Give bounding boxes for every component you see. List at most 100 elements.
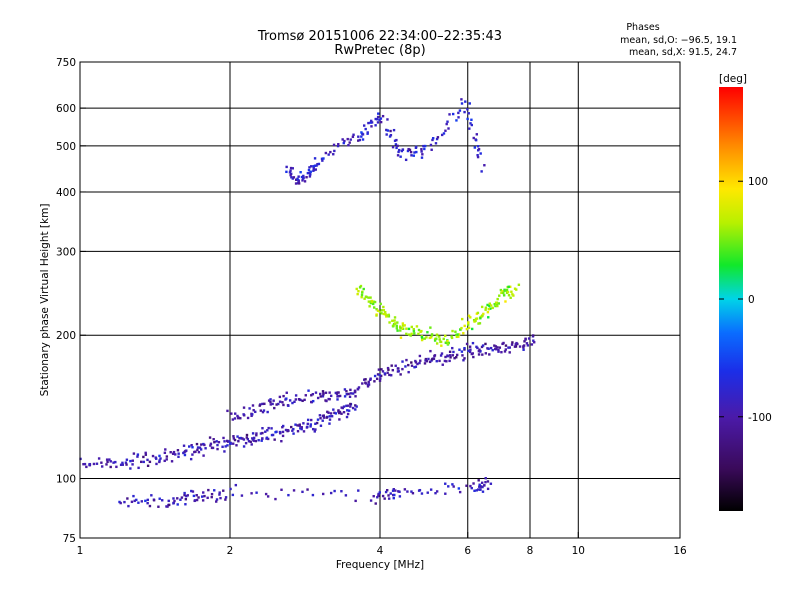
data-point	[503, 289, 506, 292]
data-point	[289, 166, 293, 170]
data-point	[393, 139, 397, 142]
data-point	[329, 491, 333, 495]
data-point	[412, 154, 415, 157]
data-point	[285, 397, 288, 400]
data-point	[479, 317, 482, 320]
data-point	[250, 492, 253, 495]
data-point	[126, 497, 129, 500]
data-point	[394, 489, 397, 492]
data-point	[266, 410, 269, 414]
data-point	[489, 482, 493, 485]
data-point	[522, 344, 526, 347]
data-point	[224, 445, 227, 448]
data-point	[281, 430, 285, 434]
data-point	[342, 411, 346, 414]
data-point	[251, 413, 254, 416]
data-point	[524, 338, 527, 341]
data-point	[349, 138, 352, 141]
data-point	[271, 433, 275, 437]
data-point	[357, 290, 360, 293]
colorbar-tick-label: 100	[748, 176, 768, 188]
data-point	[434, 142, 438, 145]
data-point	[245, 436, 249, 439]
data-point	[200, 443, 203, 446]
data-point	[360, 293, 364, 297]
data-point	[400, 327, 404, 330]
data-point	[255, 432, 258, 435]
data-point	[332, 143, 336, 147]
data-point	[394, 364, 397, 367]
data-point	[329, 412, 333, 415]
data-point	[460, 326, 463, 330]
data-point	[384, 313, 387, 316]
data-point	[405, 358, 408, 362]
data-point	[95, 462, 99, 465]
data-point	[392, 488, 395, 491]
grid-lines	[80, 62, 680, 538]
data-point	[441, 363, 444, 366]
data-point	[328, 415, 331, 418]
data-point	[375, 377, 379, 381]
data-point	[503, 350, 507, 353]
data-point	[429, 326, 432, 329]
data-point	[333, 489, 336, 493]
data-point	[381, 114, 385, 118]
data-point	[124, 461, 128, 464]
data-point	[373, 380, 376, 383]
data-point	[285, 391, 288, 394]
data-point	[315, 164, 318, 167]
data-point	[395, 327, 399, 330]
data-point	[186, 494, 189, 497]
data-point	[476, 153, 479, 157]
data-point	[355, 287, 358, 291]
data-point	[377, 492, 380, 496]
data-point	[326, 410, 329, 414]
data-point	[261, 402, 264, 406]
data-point	[432, 357, 436, 361]
data-point	[486, 487, 490, 491]
data-point	[446, 339, 449, 343]
data-point	[261, 410, 265, 414]
data-point	[322, 157, 325, 160]
data-point	[445, 122, 448, 126]
data-point	[399, 373, 402, 376]
data-point	[324, 151, 328, 155]
data-point	[417, 328, 421, 332]
data-point	[142, 455, 145, 459]
data-point	[354, 404, 357, 407]
data-point	[133, 499, 136, 503]
data-point	[381, 494, 385, 498]
data-point	[507, 285, 510, 289]
data-point	[483, 484, 486, 487]
data-point	[434, 491, 437, 495]
data-point	[298, 398, 301, 401]
chart-subtitle: RwPretec (8p)	[334, 43, 425, 58]
data-point	[195, 494, 198, 497]
data-point	[233, 417, 237, 420]
data-point	[286, 404, 290, 407]
data-point	[361, 291, 364, 294]
data-point	[493, 303, 496, 306]
data-point	[500, 291, 503, 295]
x-tick-label: 6	[464, 545, 471, 557]
data-point	[146, 501, 149, 505]
data-point	[297, 182, 301, 185]
data-point	[328, 418, 332, 421]
data-point	[235, 444, 238, 447]
data-point	[486, 303, 489, 307]
data-point	[263, 402, 266, 406]
data-point	[278, 395, 282, 399]
data-point	[379, 120, 383, 124]
data-point	[463, 357, 466, 360]
data-point	[344, 494, 348, 497]
data-point	[343, 388, 347, 391]
data-point	[420, 337, 424, 341]
data-point	[292, 489, 296, 492]
y-tick-label: 300	[56, 246, 76, 258]
data-point	[472, 482, 475, 485]
data-point	[333, 411, 336, 415]
data-point	[250, 443, 253, 446]
data-point	[314, 168, 318, 171]
data-point	[185, 494, 188, 498]
data-point	[281, 401, 284, 404]
